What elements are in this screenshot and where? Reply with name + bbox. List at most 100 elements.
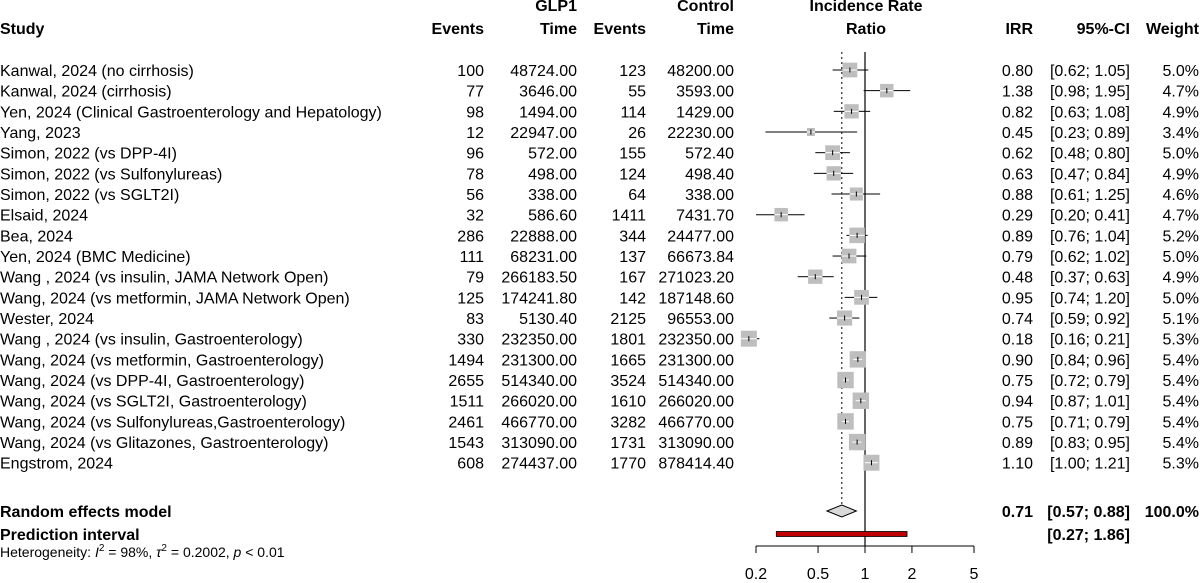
control-events: 137 [619,249,646,266]
glp1-time: 572.00 [528,146,577,163]
table-row: Kanwal, 2024 (no cirrhosis) 100 48724.00 12… [0,62,1199,80]
glp1-events: 96 [466,146,484,163]
irr-value: 0.62 [1002,146,1033,163]
table-row: Wang, 2024 (vs metformin, Gastroenterolo… [0,351,1199,369]
irr-value: 0.80 [1002,63,1033,80]
ci-value: [0.84; 0.96] [1050,352,1130,369]
control-time: 96553.00 [667,311,734,328]
irr-value: 0.82 [1002,104,1033,121]
table-row: Wester, 2024 83 5130.40 2125 96553.00 0.74 [0.… [0,310,1199,328]
glp1-time: 586.60 [528,208,577,225]
random-effects-label: Random effects model [0,504,172,521]
study-label: Kanwal, 2024 (cirrhosis) [0,84,172,101]
header-plot-title-line2: Ratio [846,21,886,38]
prediction-interval-label: Prediction interval [0,527,140,544]
study-label: Wang, 2024 (vs DPP-4I, Gastroenterology) [0,373,304,390]
irr-value: 0.89 [1002,435,1033,452]
weight-value: 4.7% [1163,208,1199,225]
header-control-time: Time [697,21,734,38]
prediction-interval-row: Prediction interval [0.27; 1.86] [0,527,1130,544]
control-time: 232350.00 [658,332,734,349]
header-irr: IRR [1005,21,1033,38]
control-time: 7431.70 [676,208,734,225]
ci-value: [0.74; 1.20] [1050,290,1130,307]
glp1-events: 32 [466,208,484,225]
table-row: Yang, 2023 12 22947.00 26 22230.00 0.45 [0.23;… [0,125,1199,142]
irr-value: 0.94 [1002,394,1033,411]
header-glp1-events: Events [432,21,485,38]
ci-value: [0.98; 1.95] [1050,84,1130,101]
random-effects-row: Random effects model 0.71 [0.57; 0.88] 100.… [0,504,1199,521]
study-label: Wang , 2024 (vs insulin, JAMA Network Op… [0,270,328,287]
irr-value: 0.75 [1002,373,1033,390]
control-time: 466770.00 [658,414,734,431]
x-tick-label: 0.5 [807,566,829,583]
glp1-events: 286 [457,228,484,245]
weight-value: 4.9% [1163,166,1199,183]
control-events: 155 [619,146,646,163]
irr-value: 0.45 [1002,125,1033,142]
glp1-time: 338.00 [528,187,577,204]
ci-value: [0.47; 0.84] [1050,166,1130,183]
header-control-group: Control [677,0,734,15]
control-events: 64 [628,187,646,204]
table-row: Wang , 2024 (vs insulin, Gastroenterolog… [0,330,1199,349]
control-events: 1610 [610,394,646,411]
control-events: 344 [619,228,646,245]
prediction-interval-bar [775,531,908,537]
weight-value: 3.4% [1163,125,1199,142]
glp1-time: 466770.00 [501,414,577,431]
study-label: Simon, 2022 (vs Sulfonylureas) [0,166,222,183]
weight-value: 5.3% [1163,332,1199,349]
control-events: 1665 [610,352,646,369]
table-row: Engstrom, 2024 608 274437.00 1770 878414.40 1… [0,454,1199,473]
control-events: 123 [619,63,646,80]
weight-value: 5.0% [1163,63,1199,80]
study-label: Wester, 2024 [0,311,94,328]
ci-value: [0.23; 0.89] [1050,125,1130,142]
study-label: Yang, 2023 [0,125,81,142]
table-row: Wang, 2024 (vs metformin, JAMA Network O… [0,290,1199,307]
irr-value: 0.89 [1002,228,1033,245]
ci-value: [0.37; 0.63] [1050,270,1130,287]
study-rows: Kanwal, 2024 (no cirrhosis) 100 48724.00 12… [0,62,1199,473]
glp1-time: 232350.00 [501,332,577,349]
ci-value: [0.71; 0.79] [1050,414,1130,431]
study-label: Bea, 2024 [0,228,73,245]
study-label: Kanwal, 2024 (no cirrhosis) [0,63,194,80]
study-label: Wang, 2024 (vs metformin, Gastroenterolo… [0,352,324,369]
control-events: 114 [620,104,646,121]
random-effects-irr: 0.71 [1002,504,1033,521]
ci-value: [0.16; 0.21] [1050,332,1130,349]
weight-value: 5.4% [1163,352,1199,369]
weight-value: 5.4% [1163,394,1199,411]
glp1-time: 514340.00 [501,373,577,390]
control-events: 2125 [610,311,646,328]
random-effects-ci: [0.57; 0.88] [1047,504,1130,521]
glp1-events: 77 [466,84,484,101]
x-tick-label: 5 [970,566,979,583]
weight-value: 5.1% [1163,311,1199,328]
control-time: 572.40 [685,146,734,163]
study-label: Elsaid, 2024 [0,208,88,225]
study-label: Wang, 2024 (vs Sulfonylureas,Gastroenter… [0,414,345,431]
control-events: 124 [619,166,646,183]
control-time: 3593.00 [676,84,734,101]
glp1-events: 83 [466,311,484,328]
glp1-time: 22947.00 [510,125,577,142]
weight-value: 5.3% [1163,456,1199,473]
weight-value: 5.4% [1163,435,1199,452]
irr-value: 0.95 [1002,290,1033,307]
glp1-time: 231300.00 [501,352,577,369]
header-plot-title-line1: Incidence Rate [810,0,923,15]
table-row: Simon, 2022 (vs SGLT2I) 56 338.00 64 338.00 0… [0,187,1199,204]
glp1-events: 100 [457,63,484,80]
control-events: 26 [628,125,646,142]
study-label: Simon, 2022 (vs SGLT2I) [0,187,179,204]
glp1-events: 125 [457,290,484,307]
glp1-time: 266020.00 [501,394,577,411]
control-events: 167 [619,270,646,287]
table-row: Simon, 2022 (vs DPP-4I) 96 572.00 155 572.40… [0,145,1199,163]
glp1-time: 1494.00 [519,104,577,121]
table-row: Wang, 2024 (vs SGLT2I, Gastroenterology)… [0,392,1199,411]
